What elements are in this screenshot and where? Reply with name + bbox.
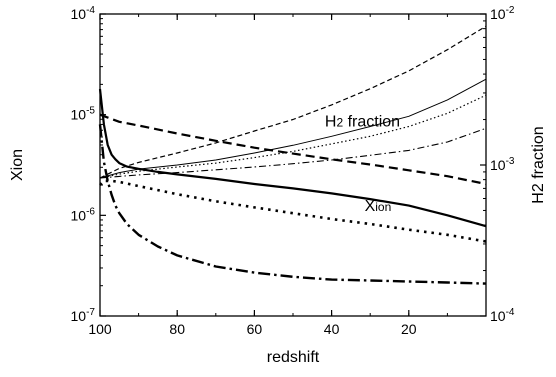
x-tick-label: 100 (88, 321, 112, 337)
right-y-tick-label: 10-4 (490, 307, 515, 324)
series-line-3-dotted-thick (99, 179, 487, 243)
series-layer (98, 25, 487, 285)
x-tick-label: 20 (401, 321, 417, 337)
series-line-4-dashdot-thick (98, 124, 487, 285)
right-y-tick-label: 10-2 (490, 5, 515, 22)
plot-frame (99, 13, 487, 317)
series-line-2-dashed-thick (99, 113, 487, 186)
left-y-tick-label: 10-6 (71, 206, 96, 223)
x-axis-label: redshift (267, 349, 320, 366)
left-y-axis-label: Xion (9, 149, 26, 181)
annotation-2: Xion (365, 198, 392, 215)
x-tick-label: 40 (324, 321, 340, 337)
left-y-tick-label: 10-5 (71, 106, 96, 123)
series-line-5-dashed-thin (99, 25, 487, 179)
annotations: H2 fraction Xion (325, 113, 400, 215)
right-y-axis-label: H2 fraction (530, 126, 547, 203)
series-line-6-solid-thin (99, 78, 487, 179)
series-line-8-dashdot-thin (99, 127, 487, 179)
left-y-tick-label: 10-4 (71, 5, 96, 22)
series-line-7-dotted-thin (99, 94, 487, 179)
left-y-tick-label: 10-7 (71, 307, 96, 324)
tick-marks (99, 13, 487, 317)
x-tick-label: 60 (247, 321, 263, 337)
right-y-tick-label: 10-3 (490, 156, 515, 173)
series-line-1-solid-thick (98, 88, 487, 228)
x-tick-label: 80 (169, 321, 185, 337)
tick-labels: 100 80 60 40 20 10-7 10-6 10-5 10-4 10-4 10-3 10-2 (71, 5, 515, 337)
plot-border (99, 13, 487, 317)
annotation-1: H2 fraction (325, 113, 400, 130)
